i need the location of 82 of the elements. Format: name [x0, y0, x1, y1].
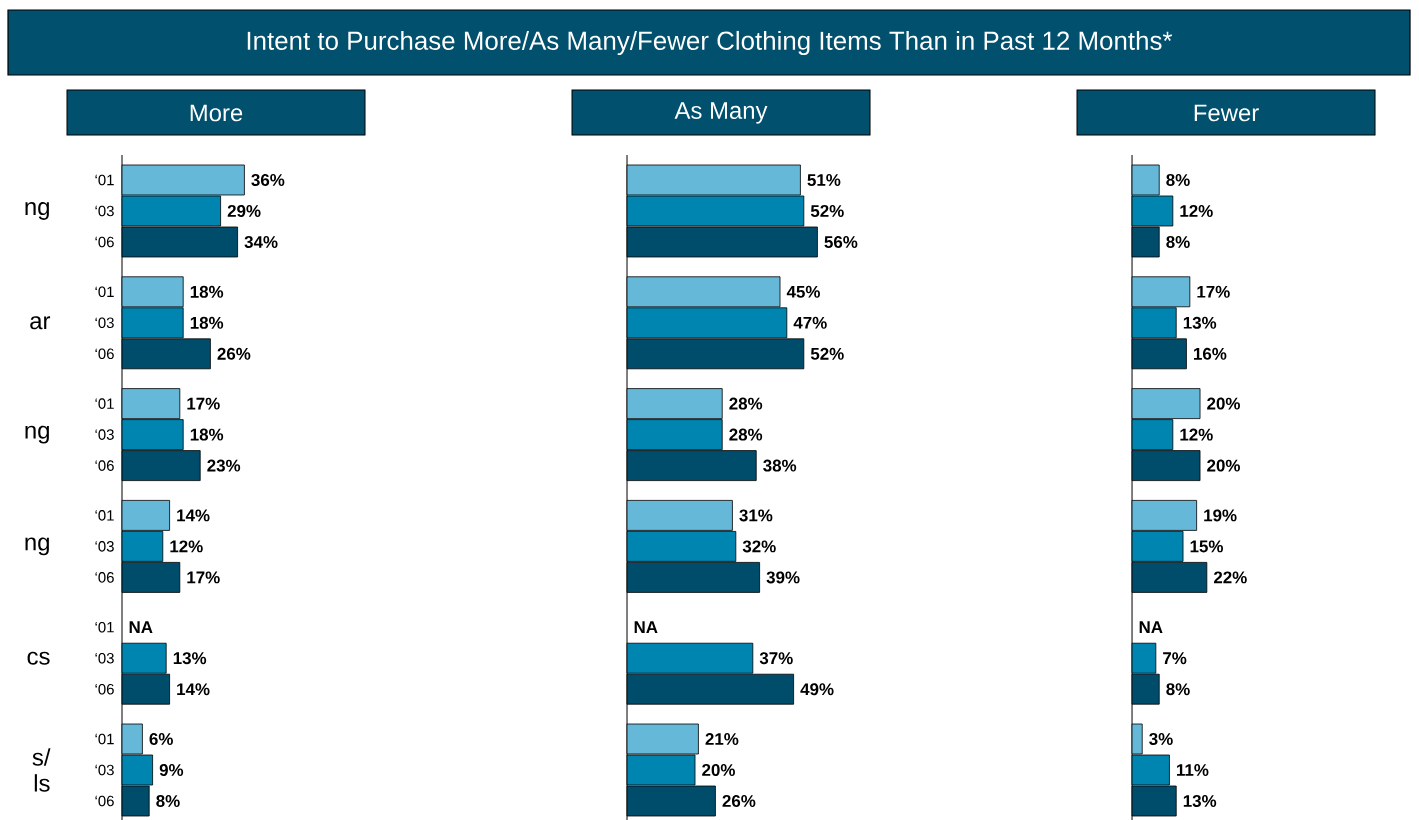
- data-label: 20%: [702, 764, 735, 777]
- data-label: 26%: [722, 795, 756, 808]
- text: ‘01: [95, 621, 114, 633]
- text: ‘06: [95, 572, 114, 583]
- data-label: 21%: [705, 733, 739, 745]
- data-label: 19%: [1204, 509, 1237, 522]
- data-label: 51%: [807, 174, 841, 186]
- text: ‘01: [95, 510, 114, 521]
- data-label: 15%: [1190, 540, 1223, 553]
- data-label: 26%: [217, 347, 251, 360]
- data-label: 12%: [1180, 205, 1213, 217]
- data-label: 38%: [763, 459, 797, 472]
- data-label: 12%: [170, 540, 203, 553]
- text: ‘03: [95, 317, 114, 329]
- data-label: 18%: [190, 316, 224, 329]
- text: ‘03: [95, 652, 114, 664]
- series-label: ‘01: [95, 174, 114, 186]
- data-label: 18%: [190, 428, 224, 441]
- text: NA: [634, 621, 658, 634]
- data-label: 52%: [810, 347, 844, 360]
- data-label: 13%: [1183, 795, 1217, 808]
- data-label: 18%: [190, 285, 224, 298]
- text: ‘06: [95, 795, 114, 807]
- data-label: 8%: [1166, 683, 1190, 696]
- data-label: 34%: [244, 235, 278, 248]
- chart-title: Fewer: [1194, 104, 1259, 122]
- text: ‘03: [95, 541, 114, 552]
- data-label: 11%: [1177, 764, 1209, 776]
- text: ‘01: [95, 286, 114, 298]
- data-label: 7%: [1163, 652, 1187, 665]
- data-label: 8%: [156, 795, 180, 808]
- text: ‘06: [95, 683, 114, 695]
- data-label: 17%: [1197, 285, 1230, 298]
- data-label: 37%: [759, 652, 793, 665]
- y-tick-label: cs: [27, 651, 50, 665]
- data-label: 20%: [1207, 397, 1240, 410]
- data-label: 45%: [786, 285, 820, 298]
- data-label: 16%: [1194, 347, 1227, 360]
- data-label: 8%: [1166, 173, 1190, 186]
- data-label: 28%: [729, 397, 763, 410]
- text: ‘03: [95, 429, 114, 440]
- data-label: 56%: [824, 236, 858, 248]
- text: ‘06: [95, 348, 114, 360]
- data-label: 3%: [1149, 733, 1173, 746]
- data-label: 31%: [739, 509, 773, 522]
- data-label: 36%: [251, 173, 285, 186]
- data-label: 14%: [177, 509, 210, 522]
- data-label: 23%: [207, 459, 241, 472]
- data-label: 32%: [742, 540, 776, 553]
- text: ‘06: [95, 460, 114, 471]
- text: ‘03: [95, 764, 114, 776]
- series-label: ‘06: [95, 236, 114, 248]
- y-tick-label: ng: [25, 202, 49, 220]
- data-label: 9%: [159, 764, 184, 777]
- data-label: 20%: [1207, 459, 1240, 472]
- chart-title: As Many: [674, 102, 768, 124]
- text: ‘01: [95, 733, 114, 745]
- data-label: 6%: [149, 733, 173, 746]
- data-label: 49%: [800, 683, 834, 696]
- data-label: 13%: [1183, 316, 1217, 329]
- text: Intent to Purchase More/As Many/Fewer Clothing Items Than in Past 12 Months*: [247, 30, 1173, 56]
- data-label: 47%: [793, 316, 827, 329]
- y-tick-label: ng: [25, 425, 49, 444]
- series-label: ‘03: [95, 205, 114, 217]
- text: NA: [1139, 621, 1163, 634]
- data-label: 39%: [766, 571, 800, 584]
- data-label: 17%: [187, 571, 220, 584]
- data-label: 12%: [1180, 428, 1213, 441]
- text: ‘01: [95, 398, 114, 409]
- y-tick-label: ng: [25, 537, 49, 556]
- data-label: 17%: [187, 397, 220, 410]
- chart-title: More: [190, 104, 243, 122]
- data-label: 29%: [227, 205, 261, 217]
- data-label: 28%: [729, 428, 763, 441]
- data-label: 52%: [810, 205, 844, 217]
- y-tick-label: s/ ls: [32, 748, 51, 792]
- text: NA: [129, 621, 153, 634]
- data-label: 8%: [1166, 236, 1190, 248]
- data-label: 13%: [173, 652, 207, 665]
- data-label: 22%: [1213, 571, 1247, 584]
- y-tick-label: ar: [30, 316, 51, 330]
- data-label: 14%: [177, 683, 210, 696]
